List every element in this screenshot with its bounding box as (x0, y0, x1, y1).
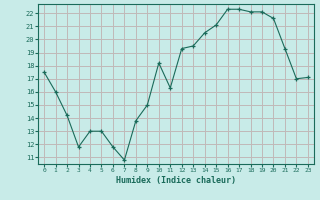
X-axis label: Humidex (Indice chaleur): Humidex (Indice chaleur) (116, 176, 236, 185)
